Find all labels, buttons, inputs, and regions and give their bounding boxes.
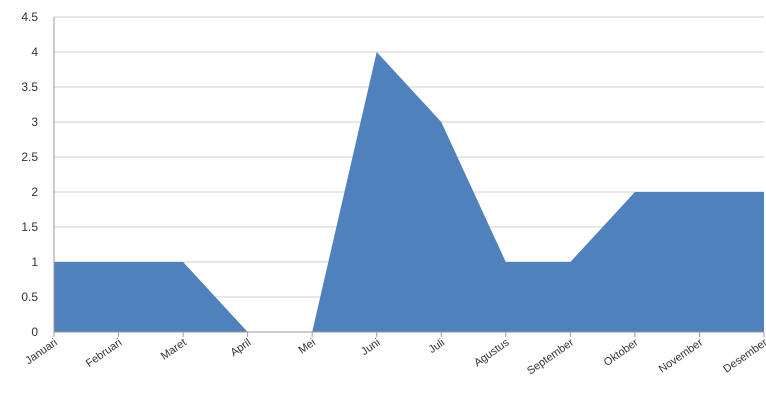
- axis-layer: [53, 17, 765, 337]
- y-tick-label: 1: [31, 255, 38, 269]
- y-tick-label: 0: [31, 325, 38, 339]
- y-tick-label: 1.5: [21, 220, 38, 234]
- x-tick-label: Mei: [296, 337, 317, 357]
- y-tick-label: 3: [31, 115, 38, 129]
- x-tick-label: Juni: [359, 337, 382, 358]
- x-tick-label: Februari: [84, 337, 124, 370]
- y-tick-label: 3.5: [21, 80, 38, 94]
- x-tick-labels: Januari Februari Maret April Mei Juni Juli Agus…: [23, 336, 766, 377]
- x-tick-label: November: [657, 336, 706, 375]
- y-tick-label: 2: [31, 185, 38, 199]
- area-series: [54, 52, 764, 332]
- y-tick-label: 2.5: [21, 150, 38, 164]
- x-tick-label: Agustus: [472, 336, 512, 369]
- x-tick-label: April: [228, 337, 253, 359]
- x-tick-label: Maret: [159, 337, 189, 363]
- y-tick-labels: 0 0.5 1 1.5 2 2.5 3 3.5 4 4.5: [21, 10, 38, 339]
- y-tick-label: 0.5: [21, 290, 38, 304]
- x-tick-label: Oktober: [602, 336, 641, 368]
- area-layer: [54, 52, 764, 332]
- x-tick-label: Juli: [427, 337, 447, 356]
- y-tick-label: 4: [31, 45, 38, 59]
- x-tick-label: Desember: [721, 336, 766, 375]
- x-tick-label: September: [525, 336, 576, 377]
- x-tick-label: Januari: [23, 337, 59, 368]
- y-tick-label: 4.5: [21, 10, 38, 24]
